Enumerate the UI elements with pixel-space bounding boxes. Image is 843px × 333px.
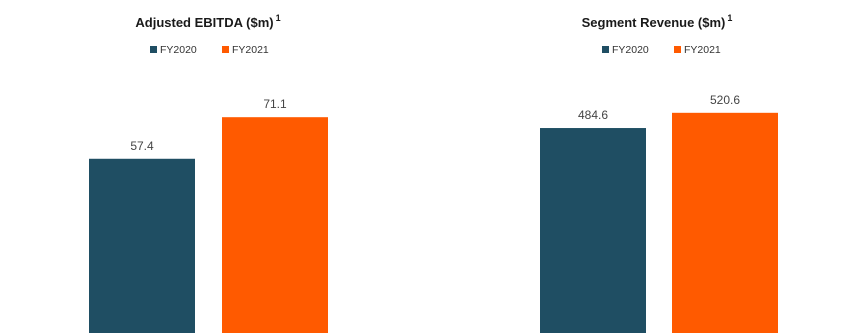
legend-swatch xyxy=(602,46,609,53)
bar-fy2021 xyxy=(222,117,328,333)
bar-fy2020 xyxy=(89,158,195,333)
data-label: 520.6 xyxy=(710,93,740,107)
chart-1: Adjusted EBITDA ($m) 1 FY2020 FY2021 57.4 71.… xyxy=(89,13,328,333)
chart-2: Segment Revenue ($m) 1 FY2020 FY2021 484.6 52… xyxy=(540,13,778,333)
data-label: 71.1 xyxy=(263,97,287,111)
legend-label: FY2020 xyxy=(612,44,649,56)
legend-swatch xyxy=(150,46,157,53)
legend-label: FY2021 xyxy=(232,44,269,56)
chart-title: Segment Revenue ($m) 1 xyxy=(582,13,733,30)
bar-fy2020 xyxy=(540,128,646,333)
data-label: 484.6 xyxy=(578,108,608,122)
legend-label: FY2020 xyxy=(160,44,197,56)
legend-label: FY2021 xyxy=(684,44,721,56)
legend-swatch xyxy=(674,46,681,53)
data-label: 57.4 xyxy=(130,139,154,153)
chart-title-superscript: 1 xyxy=(276,13,281,23)
legend-swatch xyxy=(222,46,229,53)
chart-title-text: Segment Revenue ($m) xyxy=(582,15,726,30)
chart-title: Adjusted EBITDA ($m) 1 xyxy=(135,13,280,30)
chart-title-superscript: 1 xyxy=(727,13,732,23)
bar-fy2021 xyxy=(672,112,778,333)
chart-title-text: Adjusted EBITDA ($m) xyxy=(135,15,273,30)
